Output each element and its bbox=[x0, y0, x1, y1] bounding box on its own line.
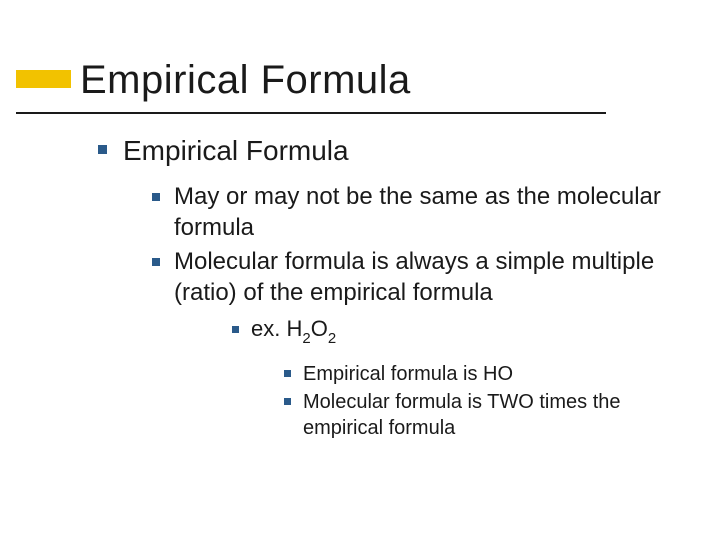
lvl4-text-0: Empirical formula is HO bbox=[303, 361, 513, 387]
square-bullet-icon bbox=[284, 398, 291, 405]
lvl3-text: ex. H2O2 bbox=[251, 315, 336, 347]
bullet-level-3: ex. H2O2 bbox=[232, 315, 680, 347]
formula-sub-2a: 2 bbox=[302, 330, 310, 347]
list-item: May or may not be the same as the molecu… bbox=[152, 182, 680, 243]
list-item: Empirical formula is HO bbox=[284, 361, 680, 387]
lvl1-text: Empirical Formula bbox=[123, 133, 349, 168]
formula-h: H bbox=[286, 316, 302, 341]
bullet-level-2: May or may not be the same as the molecu… bbox=[152, 182, 680, 309]
accent-box bbox=[16, 70, 71, 88]
lvl2-text-0: May or may not be the same as the molecu… bbox=[174, 182, 680, 243]
square-bullet-icon bbox=[284, 370, 291, 377]
square-bullet-icon bbox=[152, 258, 160, 266]
lvl4-text-1: Molecular formula is TWO times the empir… bbox=[303, 389, 680, 441]
lvl2-text-1: Molecular formula is always a simple mul… bbox=[174, 247, 680, 308]
list-item: Molecular formula is always a simple mul… bbox=[152, 247, 680, 308]
square-bullet-icon bbox=[232, 326, 239, 333]
example-prefix: ex. bbox=[251, 316, 286, 341]
list-item: Molecular formula is TWO times the empir… bbox=[284, 389, 680, 441]
bullet-level-1: Empirical Formula bbox=[98, 133, 680, 168]
list-item: ex. H2O2 bbox=[232, 315, 680, 347]
chemical-formula: H2O2 bbox=[286, 316, 336, 341]
slide: Empirical Formula Empirical Formula May … bbox=[0, 0, 720, 540]
bullet-level-4: Empirical formula is HO Molecular formul… bbox=[284, 361, 680, 441]
square-bullet-icon bbox=[98, 145, 107, 154]
square-bullet-icon bbox=[152, 193, 160, 201]
title-underline bbox=[16, 112, 606, 114]
formula-sub-2b: 2 bbox=[328, 330, 336, 347]
formula-o: O bbox=[311, 316, 328, 341]
list-item: Empirical Formula bbox=[98, 133, 680, 168]
slide-title: Empirical Formula bbox=[80, 58, 680, 103]
